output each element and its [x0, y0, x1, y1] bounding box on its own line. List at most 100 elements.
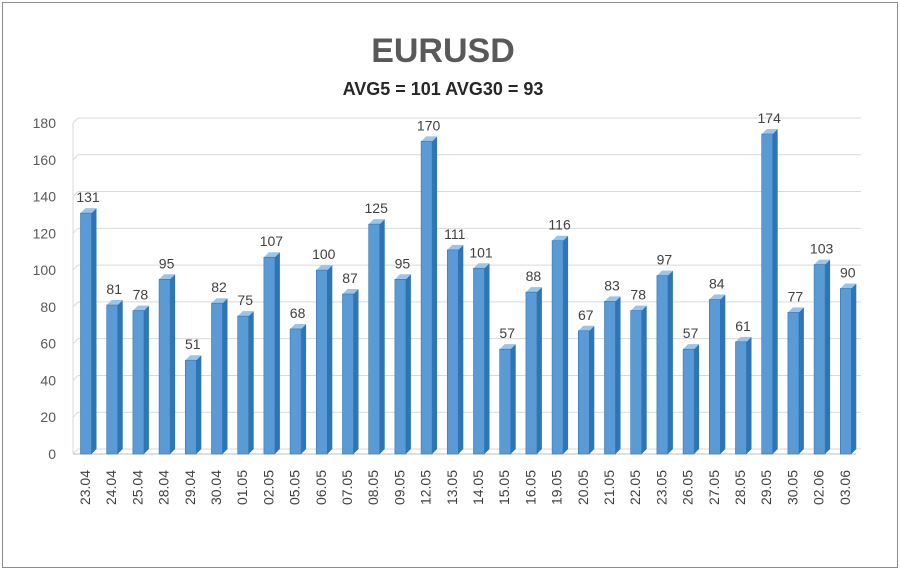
x-tick-label: 29.05: [758, 470, 774, 505]
x-axis-ticks: 23.04 24.04 25.04 28.04 29.04 30.04 01.05 02.05…: [77, 470, 853, 505]
data-label: 95: [395, 255, 411, 271]
bar-side: [536, 287, 542, 454]
bar-front: [604, 301, 616, 455]
bar: [682, 344, 700, 455]
y-tick-label: 60: [40, 336, 56, 352]
bar-side: [798, 307, 804, 454]
bar-top: [421, 136, 438, 142]
data-label: 174: [758, 110, 782, 126]
bar-side: [196, 355, 202, 454]
x-tick-label: 23.05: [653, 470, 669, 505]
bar-side: [274, 252, 280, 454]
bar-top: [735, 336, 752, 342]
bar: [158, 274, 176, 455]
bar-side: [484, 263, 490, 454]
bar-front: [446, 249, 459, 455]
bar-front: [787, 312, 800, 455]
gridline-diagonal: [72, 375, 79, 381]
bar-top: [185, 355, 202, 361]
x-tick-label: 22.05: [627, 470, 643, 505]
x-tick-label: 20.05: [575, 470, 591, 505]
bar-top: [80, 208, 97, 214]
data-label: 81: [106, 281, 122, 297]
bar-side: [222, 298, 228, 454]
y-tick-label: 180: [33, 115, 57, 131]
bar: [708, 294, 726, 455]
bar-top: [106, 300, 123, 306]
bar: [289, 323, 307, 455]
gridline-diagonal: [72, 191, 79, 197]
bar-top: [499, 344, 516, 350]
bar: [446, 244, 464, 455]
bar-top: [263, 252, 280, 258]
x-tick-label: 12.05: [418, 470, 434, 505]
bar-front: [132, 310, 145, 455]
bar-top: [316, 265, 333, 271]
data-label: 61: [735, 318, 751, 334]
bar-front: [185, 359, 197, 455]
bar-front: [473, 267, 485, 455]
bar: [315, 265, 333, 455]
x-tick-label: 30.05: [784, 470, 800, 505]
chart-title: EURUSD: [371, 32, 515, 70]
data-label: 57: [683, 325, 699, 341]
data-label: 90: [840, 265, 856, 281]
bar-top: [814, 259, 831, 265]
bar: [761, 129, 778, 455]
bar-top: [290, 323, 307, 329]
bar-side: [851, 283, 857, 454]
bar: [525, 287, 542, 455]
bar-side: [772, 129, 778, 454]
x-tick-label: 15.05: [496, 470, 512, 505]
bar-side: [615, 296, 621, 454]
gridline-diagonal: [72, 338, 79, 345]
bar: [577, 325, 595, 455]
data-label: 111: [444, 226, 465, 242]
bar-front: [263, 256, 276, 455]
data-label: 95: [159, 255, 175, 271]
bar-side: [117, 300, 123, 454]
bar: [787, 307, 804, 455]
x-tick-label: 28.04: [156, 470, 172, 505]
bar-side: [589, 325, 595, 454]
bar-front: [813, 264, 826, 455]
bar-top: [237, 311, 254, 317]
data-label: 77: [788, 288, 804, 304]
data-label: 131: [76, 189, 100, 205]
bar-side: [432, 136, 438, 454]
bar-side: [170, 274, 176, 454]
x-tick-label: 05.05: [287, 470, 303, 505]
bar-side: [248, 311, 254, 454]
bar-top: [159, 274, 176, 280]
x-tick-label: 19.05: [549, 470, 565, 505]
bar-side: [667, 270, 673, 454]
x-tick-label: 27.05: [706, 470, 722, 505]
bar: [551, 235, 569, 455]
bar-top: [473, 263, 490, 269]
x-tick-label: 08.05: [365, 470, 381, 505]
bar-front: [80, 212, 92, 455]
bar-front: [211, 302, 223, 455]
bar-front: [394, 279, 407, 455]
bar-front: [682, 348, 695, 455]
bar: [394, 274, 411, 455]
bar-front: [315, 269, 328, 455]
y-tick-label: 0: [48, 446, 56, 462]
x-tick-label: 28.05: [732, 470, 748, 505]
data-label: 103: [810, 241, 834, 257]
gridline-diagonal: [72, 301, 79, 308]
bar-top: [525, 287, 542, 293]
bar-side: [353, 289, 359, 454]
bar: [237, 311, 254, 455]
gridline-diagonal: [72, 117, 79, 124]
bar: [368, 219, 385, 455]
bar: [630, 305, 647, 455]
data-label: 78: [133, 287, 149, 303]
data-label: 51: [185, 336, 201, 352]
data-label: 87: [342, 270, 358, 286]
bar: [420, 136, 438, 455]
bar-side: [301, 323, 307, 454]
bar-front: [577, 330, 590, 455]
